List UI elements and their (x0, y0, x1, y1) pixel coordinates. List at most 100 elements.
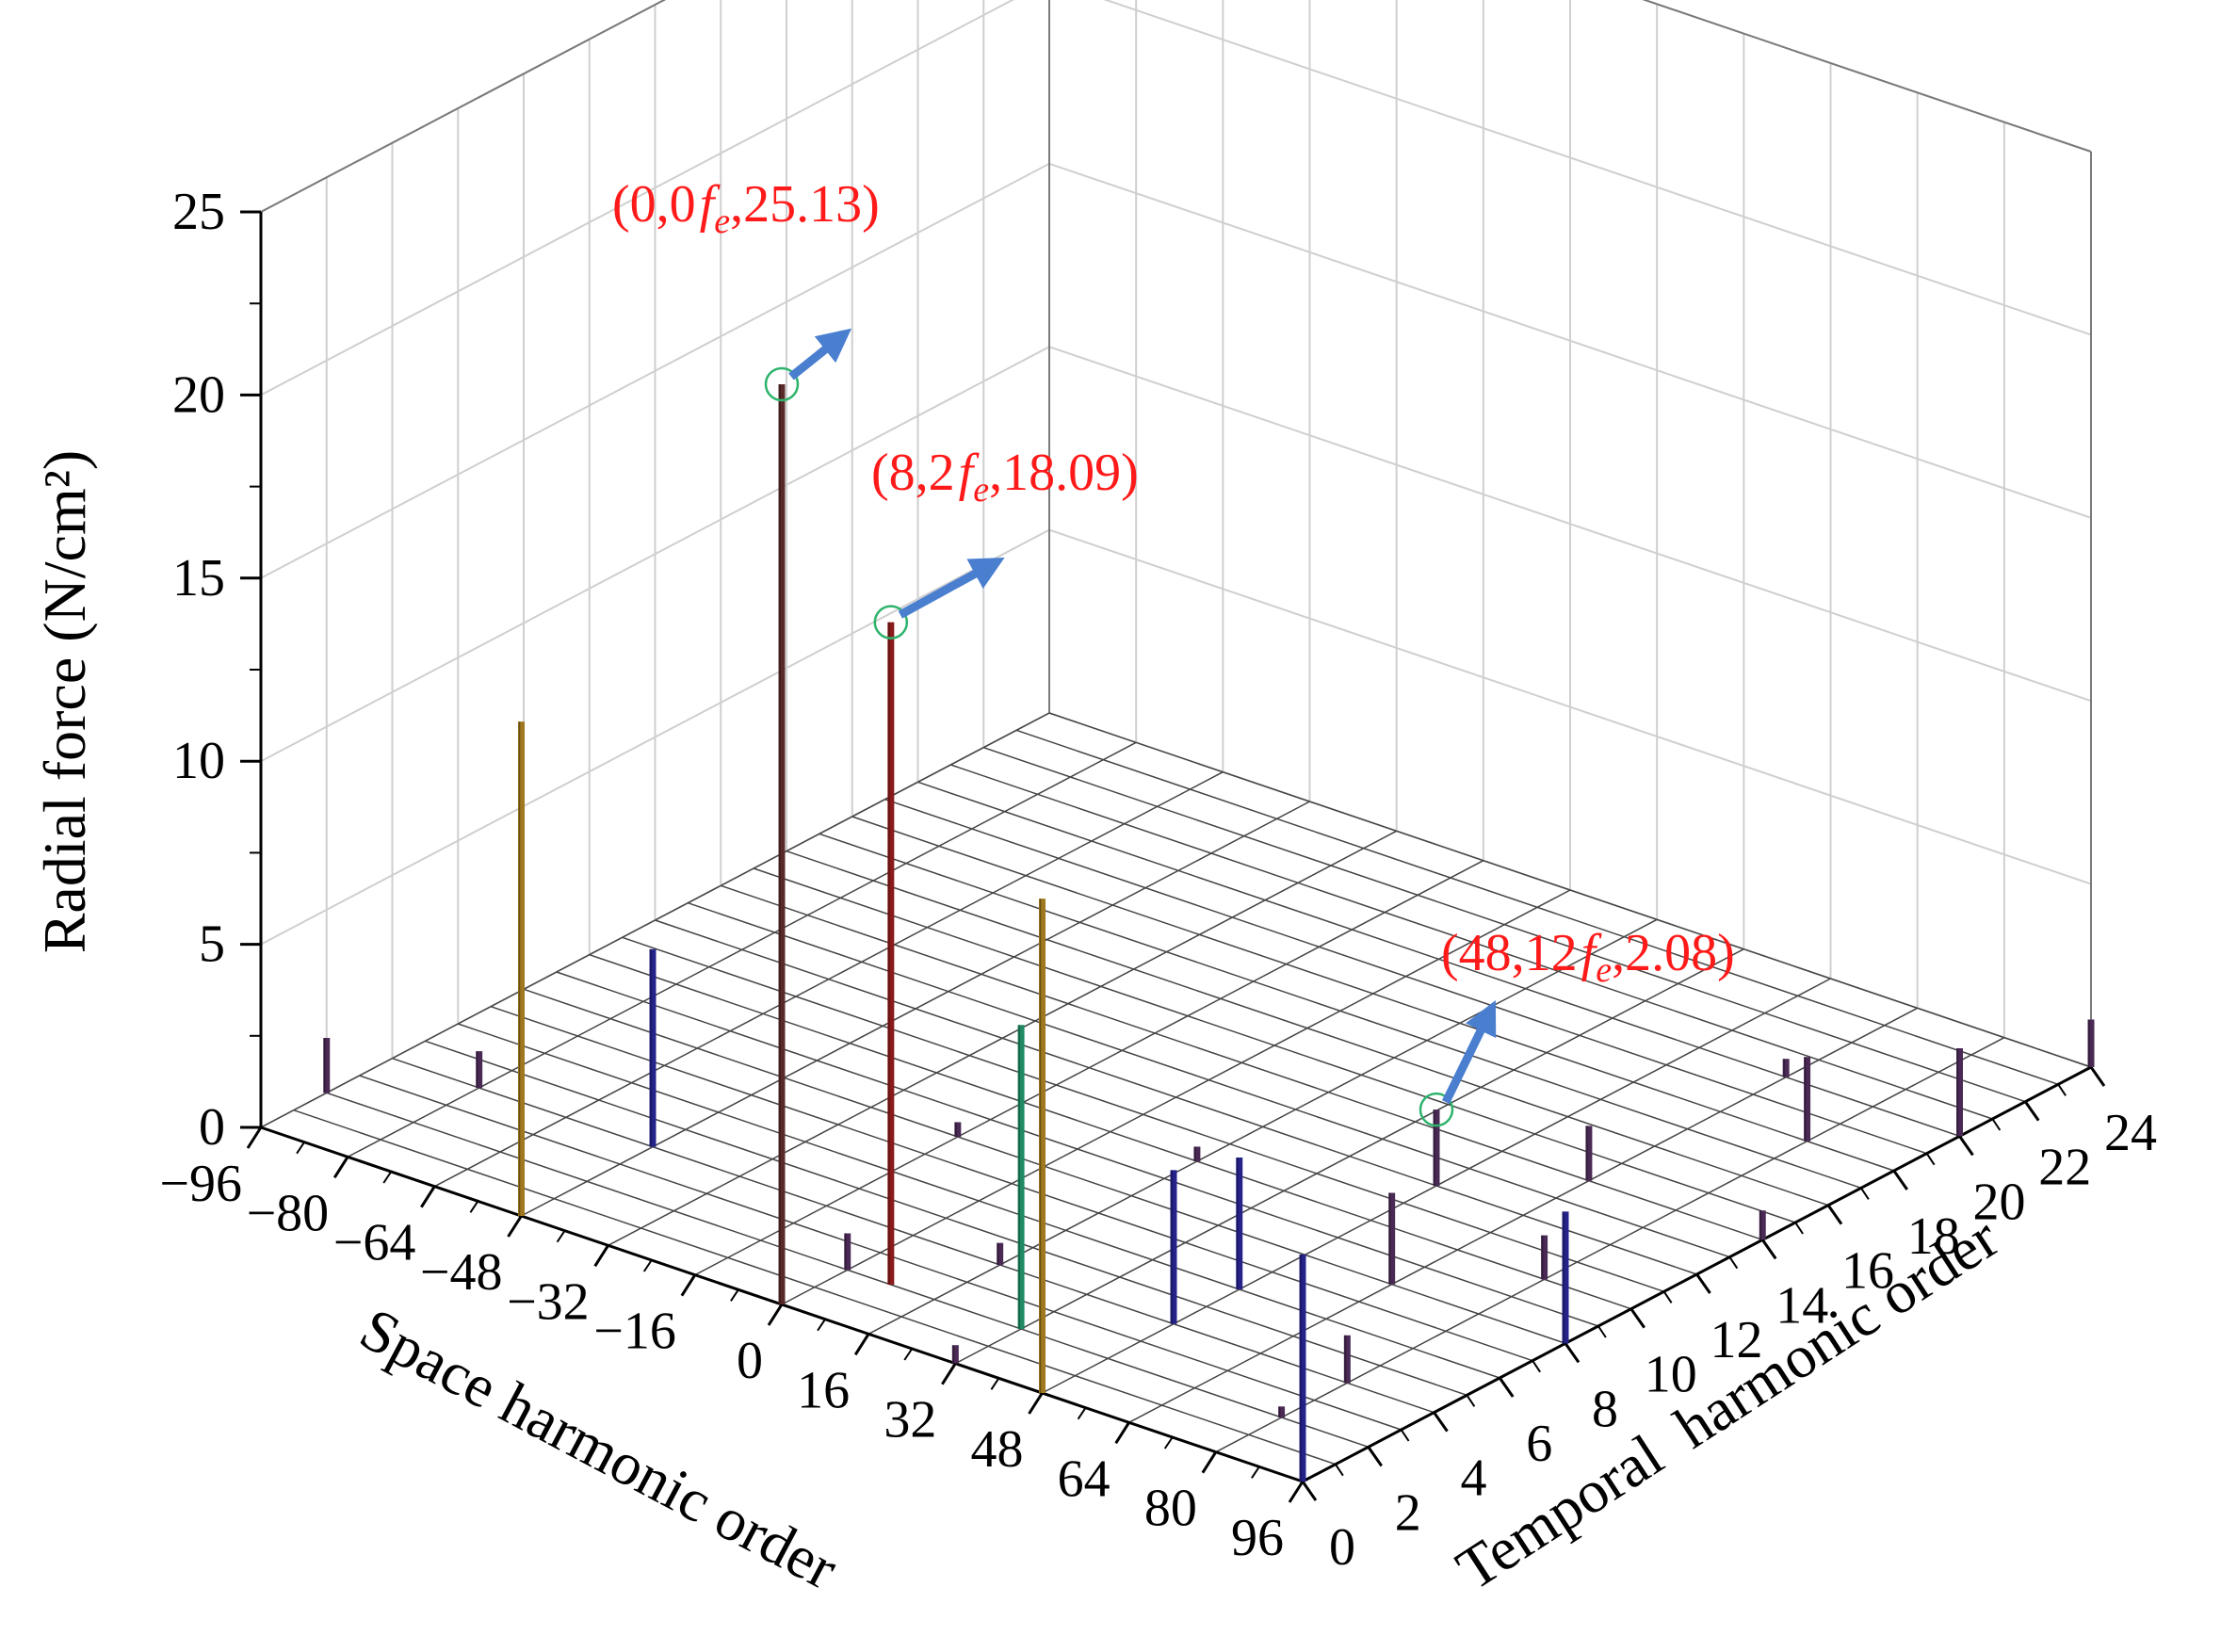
y-tick (1433, 1411, 1449, 1433)
y-tick (1629, 1307, 1645, 1329)
floor-gridline-y (589, 953, 1631, 1310)
x-minor-tick (1251, 1466, 1260, 1479)
z-tick-label: 0 (199, 1098, 225, 1157)
x-minor-tick (730, 1288, 739, 1302)
y-tick (2089, 1066, 2106, 1087)
z-tick-label: 20 (172, 365, 225, 424)
x-tick-label: 64 (1058, 1450, 1110, 1508)
floor-gridline-y (721, 884, 1763, 1241)
x-tick (332, 1156, 349, 1179)
y-minor-tick (1662, 1290, 1673, 1304)
y-tick (2024, 1100, 2040, 1122)
y-axis-label: Temporal harmonic order (1445, 1204, 2010, 1603)
floor-gridline-y (983, 746, 2026, 1103)
floor-gridline-y (359, 1075, 1402, 1431)
z-tick-label: 5 (199, 915, 225, 974)
floor-gridline-y (688, 901, 1730, 1258)
x-tick-label: −48 (420, 1243, 503, 1302)
floor-gridline-y (293, 1109, 1337, 1466)
bars-group (323, 383, 2095, 1482)
floor-gridline-y (753, 867, 1796, 1223)
x-tick-label: 80 (1144, 1480, 1197, 1538)
y-tick (1301, 1481, 1318, 1501)
x-tick (680, 1273, 697, 1297)
x-minor-tick (556, 1230, 566, 1243)
x-minor-tick (903, 1348, 914, 1361)
floor-gridline-y (392, 1057, 1435, 1414)
y-minor-tick (1532, 1360, 1541, 1373)
x-minor-tick (296, 1142, 305, 1155)
y-minor-tick (1925, 1153, 1936, 1166)
y-tick-label: 22 (2038, 1139, 2091, 1197)
x-tick (1114, 1421, 1130, 1445)
annotation-label: (0,0fe,25.13) (612, 175, 880, 241)
x-tick-label: −96 (159, 1155, 242, 1213)
x-tick (853, 1333, 870, 1356)
y-tick-label: 14 (1775, 1276, 1828, 1335)
y-tick-label: 24 (2104, 1104, 2157, 1162)
x-minor-tick (1163, 1436, 1174, 1450)
annotations-group: (0,0fe,25.13) (8,2fe,18.09) (48,12fe,2.08) (612, 175, 1735, 1127)
y-tick-label: 16 (1841, 1242, 1894, 1301)
x-tick (941, 1362, 957, 1385)
x-tick-label: 32 (884, 1391, 936, 1450)
y-tick-label: 12 (1710, 1311, 1763, 1369)
y-tick (1958, 1135, 1974, 1157)
back-panels (260, 0, 2092, 1128)
floor-gridline-y (786, 850, 1829, 1207)
x-tick-label: 96 (1231, 1509, 1284, 1567)
floor-gridline-y (851, 816, 1894, 1172)
x-minor-tick (817, 1319, 826, 1332)
x-tick-label: 0 (737, 1332, 763, 1390)
y-tick-label: 20 (1973, 1173, 2026, 1231)
floor-gridline-y (490, 1005, 1533, 1362)
y-tick (1367, 1446, 1383, 1467)
z-axis-label: Radial force (N/cm²) (31, 450, 98, 954)
z-tick-label: 15 (172, 549, 225, 607)
y-minor-tick (1335, 1464, 1344, 1477)
floor-gridline-y (425, 1040, 1467, 1397)
y-tick-label: 0 (1329, 1518, 1355, 1577)
y-tick-label: 6 (1526, 1415, 1552, 1473)
annotation-label: (8,2fe,18.09) (871, 444, 1139, 510)
x-tick-label: 48 (971, 1420, 1024, 1479)
x-minor-tick (469, 1200, 479, 1213)
x-tick-label: −80 (247, 1184, 330, 1242)
x-tick-label: 16 (797, 1361, 850, 1419)
floor-gridline-y (655, 919, 1697, 1275)
y-minor-tick (1400, 1429, 1410, 1442)
x-tick (1028, 1392, 1044, 1415)
annotation-circle (1419, 1092, 1454, 1127)
x-tick (593, 1244, 609, 1268)
floor-gridline-y (950, 764, 1993, 1120)
floor-gridline-y (622, 936, 1664, 1293)
z-tick-label: 10 (172, 732, 225, 790)
y-minor-tick (2057, 1083, 2067, 1096)
floor-gridline-y (1048, 712, 2092, 1068)
annotation-circle (873, 605, 909, 640)
y-tick (1695, 1273, 1711, 1294)
annotation-arrow (898, 558, 1005, 619)
x-minor-tick (990, 1377, 1000, 1390)
y-minor-tick (1794, 1222, 1804, 1235)
y-tick-label: 8 (1592, 1380, 1618, 1438)
annotation-label: (48,12fe,2.08) (1441, 924, 1735, 990)
floor-gridline-y (1015, 729, 2059, 1086)
y-minor-tick (1728, 1256, 1739, 1270)
annotation-arrow (1441, 999, 1497, 1105)
annotation-circle (764, 366, 800, 402)
y-tick-label: 2 (1395, 1483, 1421, 1542)
x-tick-label: −32 (507, 1272, 590, 1331)
z-gridline (260, 0, 2092, 397)
x-tick (767, 1304, 784, 1326)
y-tick-label: 4 (1461, 1450, 1487, 1508)
y-minor-tick (1991, 1118, 2002, 1131)
y-tick (1564, 1342, 1581, 1364)
floor-gridline-y (458, 1023, 1500, 1379)
z-tick-label: 25 (172, 183, 225, 241)
x-tick (1288, 1481, 1305, 1503)
y-minor-tick (1860, 1187, 1870, 1200)
top-edge (260, 0, 2092, 213)
x-tick (507, 1215, 523, 1238)
